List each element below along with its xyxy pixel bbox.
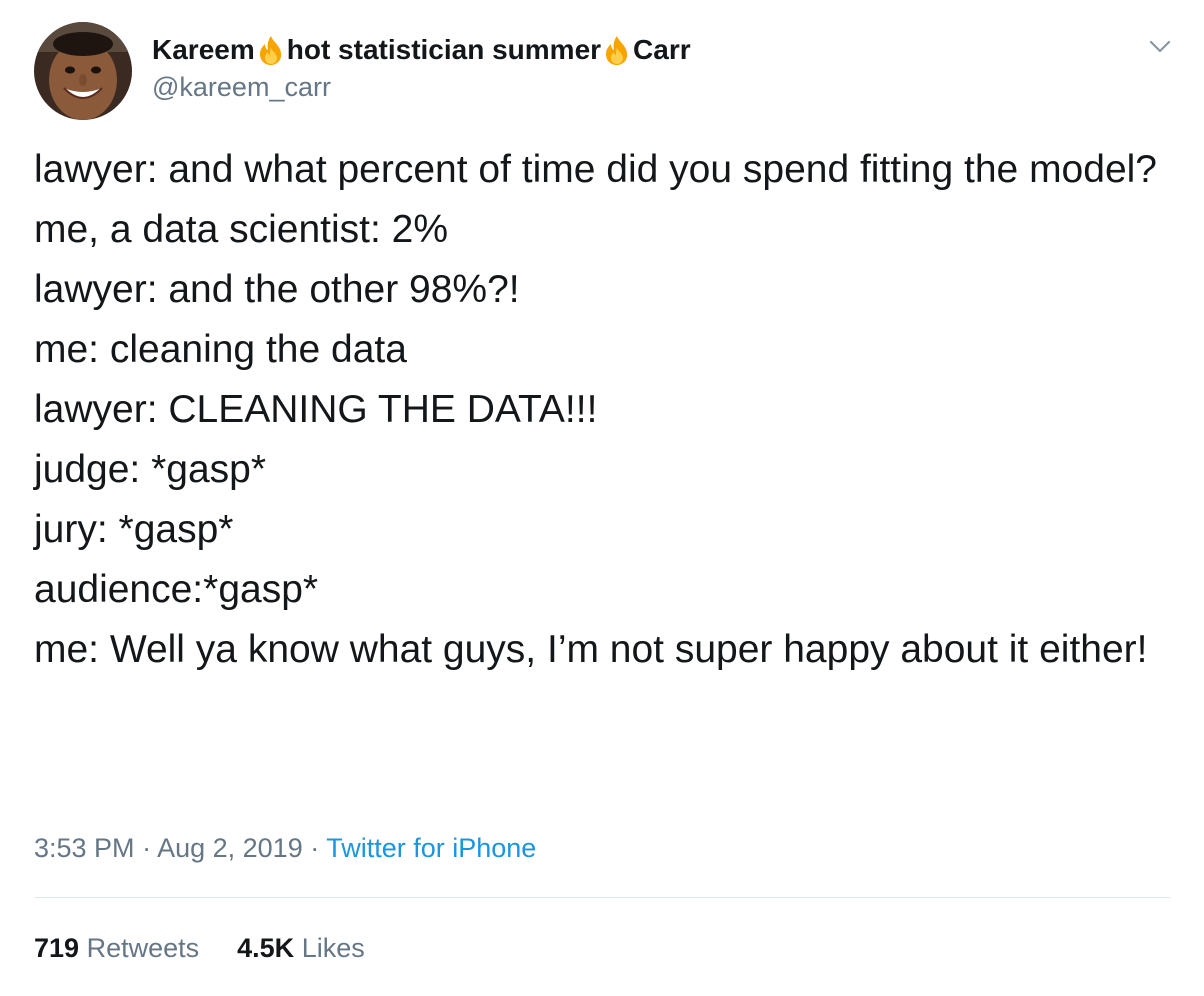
avatar-image	[34, 22, 132, 120]
fire-icon	[606, 36, 628, 65]
display-name[interactable]: Kareem hot statistician summer Carr	[152, 32, 691, 68]
tweet-line: lawyer: and what percent of time did you…	[34, 148, 1157, 191]
display-name-part-3: Carr	[633, 34, 691, 65]
tweet-source-link[interactable]: Twitter for iPhone	[326, 833, 537, 863]
tweet-line: audience:*gasp*	[34, 568, 319, 611]
display-name-part-2: hot statistician summer	[286, 34, 602, 65]
tweet-line: judge: *gasp*	[34, 448, 267, 491]
likes-stat[interactable]: 4.5K Likes	[237, 930, 365, 966]
tweet-text: lawyer: and what percent of time did you…	[34, 140, 1174, 680]
tweet-line: lawyer: CLEANING THE DATA!!!	[34, 388, 598, 431]
tweet-stats: 719 Retweets 4.5K Likes	[34, 930, 365, 966]
tweet-line: me, a data scientist: 2%	[34, 208, 449, 251]
author-handle[interactable]: @kareem_carr	[152, 72, 331, 102]
likes-label: Likes	[301, 933, 365, 963]
meta-separator: ·	[302, 833, 327, 863]
tweet-header: Kareem hot statistician summer Carr @kar…	[34, 22, 1174, 122]
tweet-line: me: cleaning the data	[34, 328, 407, 371]
tweet-meta: 3:53 PM · Aug 2, 2019 · Twitter for iPho…	[34, 830, 536, 866]
tweet-date[interactable]: Aug 2, 2019	[157, 833, 303, 863]
divider	[34, 897, 1170, 898]
tweet-line: me: Well ya know what guys, I’m not supe…	[34, 628, 1148, 671]
retweets-stat[interactable]: 719 Retweets	[34, 930, 199, 966]
tweet-line: lawyer: and the other 98%?!	[34, 268, 520, 311]
retweets-count: 719	[34, 933, 80, 963]
chevron-down-icon[interactable]	[1146, 32, 1174, 60]
display-name-part-1: Kareem	[152, 34, 255, 65]
likes-count: 4.5K	[237, 933, 295, 963]
meta-separator: ·	[134, 833, 158, 863]
fire-icon	[259, 36, 281, 65]
avatar[interactable]	[34, 22, 132, 120]
tweet-line: jury: *gasp*	[34, 508, 234, 551]
tweet-time[interactable]: 3:53 PM	[34, 833, 135, 863]
retweets-label: Retweets	[86, 933, 200, 963]
author-block[interactable]: Kareem hot statistician summer Carr @kar…	[152, 32, 691, 104]
